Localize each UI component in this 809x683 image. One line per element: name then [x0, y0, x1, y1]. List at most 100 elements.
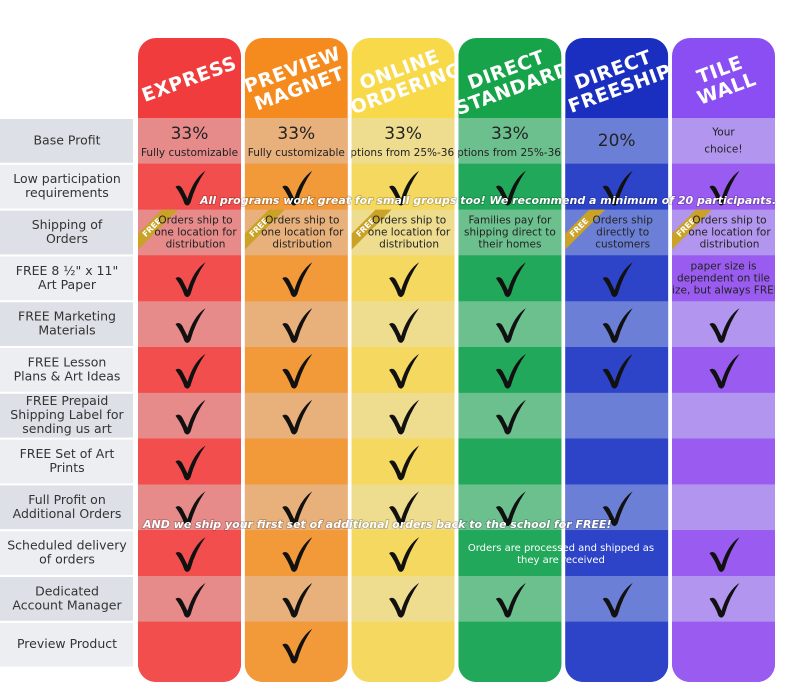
row-label: Shipping Label for: [10, 407, 124, 422]
label-cell: [0, 164, 133, 209]
row-label: Shipping of: [32, 217, 103, 232]
banner: AND we ship your first set of additional…: [142, 518, 612, 531]
profit: 33%: [171, 124, 209, 144]
check-icon: [602, 353, 633, 389]
row-label: FREE Lesson: [28, 354, 107, 369]
note: they are received: [517, 555, 605, 566]
check-icon: [282, 170, 313, 206]
cell-text: paper size is: [691, 260, 757, 272]
label-cell: [0, 348, 133, 392]
check-icon: [602, 170, 633, 206]
label-cell: [0, 119, 133, 163]
table-cell: [672, 255, 775, 302]
table-cell: [351, 621, 455, 682]
check-icon: [282, 537, 313, 572]
check-icon: [282, 262, 313, 298]
table-cell: [244, 118, 348, 164]
row-label: Scheduled delivery: [7, 538, 127, 553]
table-cell: [138, 118, 241, 164]
row-label: Materials: [38, 323, 95, 338]
check-icon: [709, 582, 740, 618]
note: Orders are processed and shipped as: [468, 543, 654, 554]
row-label: FREE 8 ½" x 11": [16, 263, 118, 278]
row-label: Additional Orders: [13, 506, 122, 521]
check-icon: [389, 491, 420, 527]
check-icon: [709, 537, 740, 572]
profit: 20%: [598, 131, 636, 151]
cell-text: Orders ship: [593, 215, 654, 227]
check-icon: [175, 537, 206, 572]
label-cell: [0, 485, 133, 530]
table-cell: [565, 392, 669, 439]
check-icon: [175, 582, 206, 618]
table-cell: [244, 438, 348, 485]
banner: All programs work great for small groups…: [199, 194, 776, 207]
check-icon: [282, 399, 313, 435]
row-label: Plans & Art Ideas: [14, 368, 121, 383]
cell-text: dependent on tile: [677, 272, 770, 284]
row-label: Account Manager: [12, 597, 122, 612]
label-cell: [0, 577, 133, 621]
check-icon: [175, 491, 206, 527]
check-icon: [495, 262, 526, 298]
check-icon: [282, 628, 313, 664]
table-cell: [351, 118, 455, 164]
table-cell: [138, 621, 241, 682]
check-icon: [602, 262, 633, 298]
check-icon: [389, 582, 420, 618]
row-label: of orders: [39, 552, 95, 567]
cell-text: shipping direct to: [464, 227, 556, 239]
free-ribbon: [244, 209, 285, 250]
check-icon: [495, 308, 526, 343]
check-icon: [602, 308, 633, 343]
check-icon: [175, 353, 206, 389]
check-icon: [282, 582, 313, 618]
profit: 33%: [277, 124, 315, 144]
table-cell: [565, 621, 669, 682]
check-icon: [389, 445, 420, 481]
check-icon: [389, 170, 420, 206]
check-icon: [709, 353, 740, 389]
free-ribbon: [565, 209, 606, 250]
check-icon: [389, 399, 420, 435]
check-icon: [282, 308, 313, 343]
check-icon: [282, 491, 313, 527]
check-icon: [495, 399, 526, 435]
row-label: Base Profit: [33, 132, 100, 147]
cell-text: distribution: [700, 239, 760, 251]
label-cell: [0, 302, 133, 346]
cell-text: Options from 25%-36%: [342, 147, 464, 159]
check-icon: [175, 262, 206, 298]
row-label: Low participation: [13, 171, 121, 186]
table-cell: [458, 209, 562, 256]
check-icon: [709, 170, 740, 206]
row-label: FREE Set of Art: [20, 446, 115, 461]
free-ribbon: [672, 209, 712, 250]
cell-text: Orders ship to: [158, 215, 232, 227]
cell-text: distribution: [379, 239, 439, 251]
check-icon: [175, 308, 206, 343]
check-icon: [495, 353, 526, 389]
check-icon: [175, 170, 206, 206]
cell-text: Options from 25%-36%: [449, 147, 571, 159]
cell-text: Families pay for: [468, 215, 552, 227]
row-label: Orders: [46, 231, 88, 246]
check-icon: [709, 308, 740, 343]
label-cell: [0, 531, 133, 575]
profit: 33%: [384, 124, 422, 144]
cell-text: choice!: [704, 143, 742, 155]
cell-text: one location for: [688, 227, 771, 239]
cell-text: size, but always FREE: [667, 284, 781, 296]
table-cell: [672, 118, 775, 164]
check-icon: [602, 491, 633, 527]
check-icon: [495, 491, 526, 527]
row-label: Full Profit on: [28, 492, 106, 507]
table-cell: [672, 484, 775, 531]
cell-text: customers: [595, 239, 650, 251]
check-icon: [389, 308, 420, 343]
row-label: requirements: [25, 185, 109, 200]
